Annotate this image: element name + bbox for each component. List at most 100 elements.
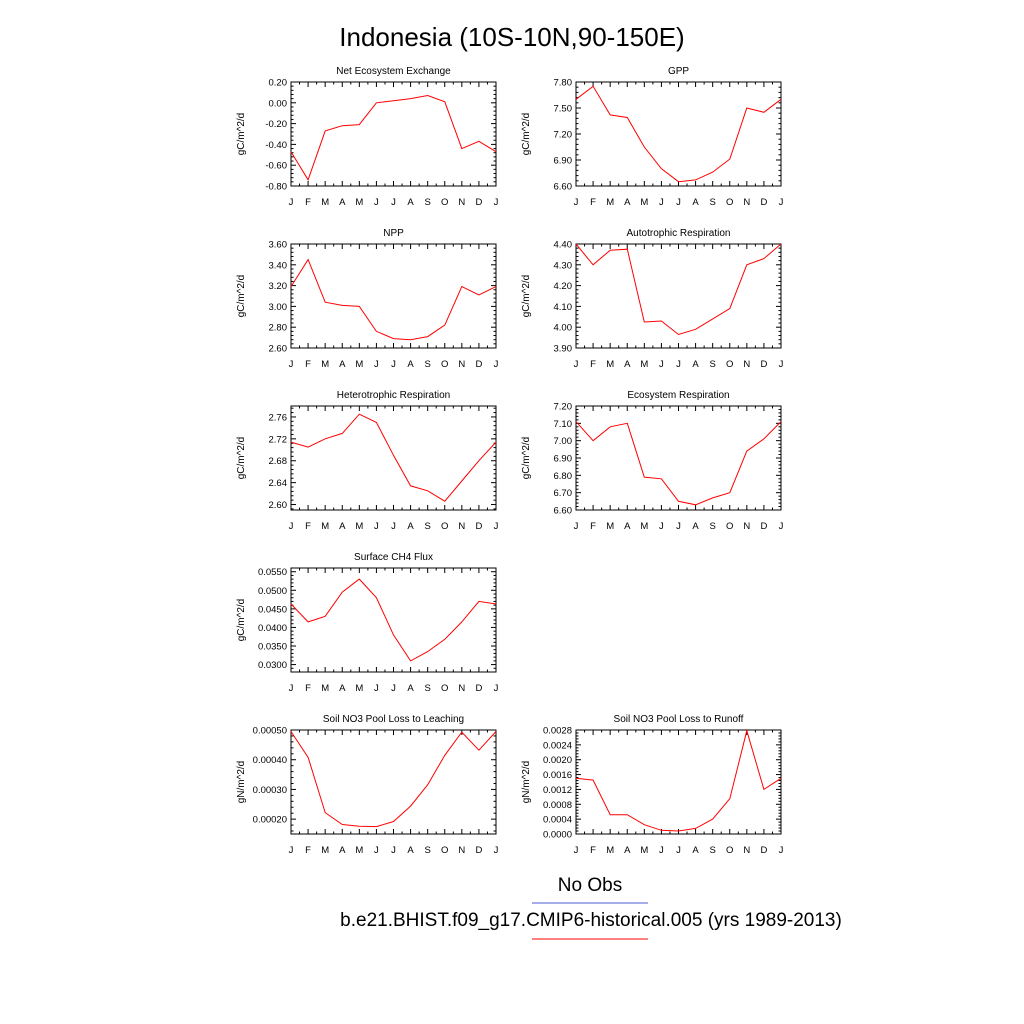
y-axis-label: gC/m^2/d [236,437,247,480]
x-tick-label: J [494,359,499,370]
x-tick-label: J [779,845,784,856]
y-tick-label: 2.64 [269,478,288,489]
panel-title: NPP [383,228,404,239]
x-tick-label: M [355,197,363,208]
x-tick-label: J [289,683,294,694]
x-tick-label: J [494,845,499,856]
y-tick-label: -0.60 [265,161,287,172]
panel-6: J F M A M J J A S O N D J6.606.706.806.907.007.107.2… [521,390,784,532]
x-tick-label: J [391,197,396,208]
series-line [290,258,497,341]
plot-frame [575,81,782,187]
x-tick-label: J [659,197,664,208]
x-tick-label: F [305,359,311,370]
y-tick-label: 0.0020 [543,755,572,766]
y-axis-label: gC/m^2/d [521,275,532,318]
x-tick-label: A [692,197,699,208]
x-tick-label: F [590,845,596,856]
x-tick-label: S [424,359,430,370]
x-tick-label: J [289,197,294,208]
x-tick-label: J [574,845,579,856]
x-tick-label: S [709,845,715,856]
series-line [290,731,497,828]
x-tick-label: F [590,197,596,208]
y-tick-label: 0.0500 [258,586,287,597]
y-tick-label: 6.90 [554,156,573,167]
panel-title: Soil NO3 Pool Loss to Leaching [323,714,464,725]
x-tick-label: D [475,683,482,694]
panel-title: Ecosystem Respiration [627,390,729,401]
x-tick-label: A [407,197,414,208]
y-tick-label: 7.20 [554,402,573,413]
y-tick-label: 3.60 [269,240,288,251]
panel-title: Soil NO3 Pool Loss to Runoff [614,714,744,725]
plot-frame [290,405,497,511]
panel-title: GPP [668,66,689,77]
x-tick-label: J [391,683,396,694]
y-tick-label: 2.72 [269,434,288,445]
x-tick-label: S [424,683,430,694]
x-tick-label: N [458,845,465,856]
y-tick-label: 0.00050 [253,726,287,737]
x-tick-label: S [424,845,430,856]
y-tick-label: 7.10 [554,419,573,430]
x-tick-label: A [624,845,631,856]
x-tick-label: M [640,359,648,370]
x-tick-label: M [606,521,614,532]
x-tick-label: O [726,359,733,370]
y-axis-label: gC/m^2/d [236,113,247,156]
x-tick-label: J [676,359,681,370]
y-tick-label: 0.0550 [258,567,287,578]
x-tick-label: N [458,683,465,694]
y-tick-label: 2.68 [269,456,288,467]
x-tick-label: M [640,197,648,208]
x-tick-label: S [709,521,715,532]
y-tick-label: 0.20 [269,78,288,89]
x-tick-label: N [458,359,465,370]
x-tick-label: J [574,521,579,532]
plot-frame [575,405,782,511]
panel-title: Net Ecosystem Exchange [336,66,451,77]
y-tick-label: 4.30 [554,260,573,271]
x-tick-label: J [289,521,294,532]
y-tick-label: 2.60 [269,344,288,355]
x-tick-label: D [475,197,482,208]
x-tick-label: J [574,197,579,208]
panel-title: Surface CH4 Flux [354,552,433,563]
x-tick-label: M [355,845,363,856]
y-tick-label: 0.0024 [543,740,572,751]
x-tick-label: J [676,197,681,208]
x-tick-label: A [407,359,414,370]
x-tick-label: A [339,197,346,208]
x-tick-label: J [574,359,579,370]
x-tick-label: A [339,683,346,694]
x-tick-label: J [779,197,784,208]
x-tick-label: J [374,845,379,856]
x-tick-label: O [726,521,733,532]
x-tick-label: A [692,359,699,370]
x-tick-label: S [709,359,715,370]
x-tick-label: N [743,359,750,370]
x-tick-label: M [321,683,329,694]
y-tick-label: 6.60 [554,506,573,517]
x-tick-label: J [659,845,664,856]
plot-frame [290,729,497,835]
panel-9: J F M A M J J A S O N D J0.00000.00040.00080.00120.0… [521,714,784,856]
y-tick-label: 6.70 [554,488,573,499]
x-tick-label: J [391,845,396,856]
x-tick-label: J [494,683,499,694]
legend: No Obs b.e21.BHIST.f09_g17.CMIP6-histori… [340,875,842,940]
x-tick-label: M [355,359,363,370]
x-tick-label: N [458,521,465,532]
x-tick-label: F [590,359,596,370]
y-tick-label: 3.00 [269,302,288,313]
x-tick-label: D [760,845,767,856]
x-tick-label: J [494,521,499,532]
x-tick-label: N [743,845,750,856]
y-tick-label: 7.00 [554,436,573,447]
x-tick-label: A [339,845,346,856]
y-tick-label: 2.76 [269,412,288,423]
legend-label-obs: No Obs [558,875,622,896]
x-tick-label: J [494,197,499,208]
x-tick-label: D [475,845,482,856]
